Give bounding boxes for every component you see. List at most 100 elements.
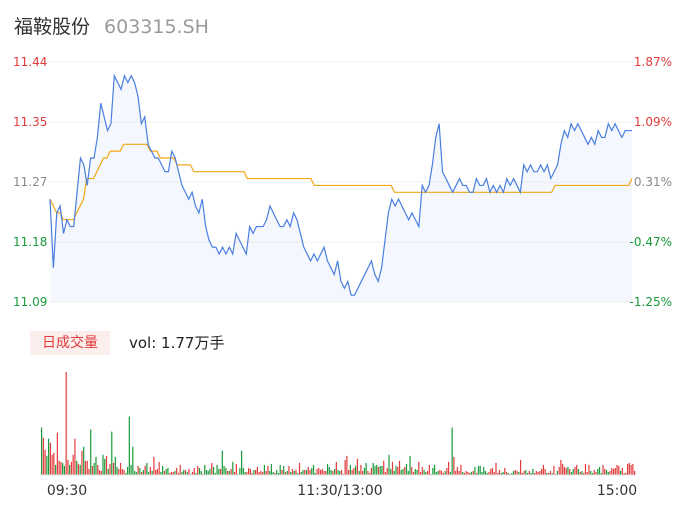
volume-bar <box>439 469 441 475</box>
percent-axis-right: 1.87% 1.09% 0.31% -0.47% -1.25% <box>630 55 672 309</box>
volume-bar <box>584 463 587 475</box>
price-tick-label: 11.44 <box>13 55 47 69</box>
volume-bar <box>512 470 515 475</box>
volume-bar <box>328 466 330 475</box>
volume-bar <box>621 467 623 475</box>
volume-bar <box>172 471 174 475</box>
volume-bar <box>93 462 95 475</box>
volume-bar <box>197 465 199 475</box>
volume-bar <box>549 470 551 475</box>
volume-bar <box>128 416 130 475</box>
volume-bar <box>109 463 111 475</box>
volume-bar <box>460 464 462 475</box>
volume-bar <box>509 473 511 475</box>
volume-bar <box>555 473 557 475</box>
volume-bar <box>379 465 381 475</box>
volume-bar <box>560 459 562 475</box>
volume-bar <box>500 472 502 475</box>
volume-bar <box>628 462 630 475</box>
volume-bar <box>367 470 369 475</box>
volume-bar <box>514 469 516 475</box>
volume-bar <box>298 462 301 475</box>
volume-bar <box>56 432 58 475</box>
volume-bar <box>269 470 271 475</box>
volume-bar <box>149 466 151 475</box>
volume-bar <box>191 471 194 475</box>
volume-bar <box>232 461 234 475</box>
volume-bar <box>53 452 55 475</box>
volume-bar <box>483 466 485 475</box>
volume-bar <box>188 468 190 475</box>
volume-bar <box>83 446 85 475</box>
percent-tick-label: -0.47% <box>630 235 672 249</box>
volume-bar <box>523 470 525 475</box>
volume-bar <box>79 464 81 475</box>
volume-bar <box>476 472 478 475</box>
percent-tick-label: 1.87% <box>634 55 672 69</box>
volume-bar <box>253 469 255 475</box>
volume-bar <box>276 469 278 475</box>
volume-bar <box>305 469 308 475</box>
volume-bar <box>193 467 195 475</box>
volume-bar <box>511 472 513 475</box>
volume-bar <box>90 429 92 475</box>
volume-bar <box>353 467 355 475</box>
volume-bar <box>163 470 166 475</box>
volume-bar <box>126 466 129 475</box>
volume-bar <box>426 470 429 475</box>
volume-bar <box>65 372 67 475</box>
volume-bar <box>532 468 534 475</box>
volume-bar <box>216 464 218 475</box>
volume-bar <box>481 471 483 475</box>
volume-bar <box>425 471 427 475</box>
volume-bar <box>249 468 251 475</box>
volume-bar <box>356 458 358 475</box>
volume-bar <box>297 472 299 475</box>
volume-bar <box>77 463 80 475</box>
volume-bar <box>314 472 316 475</box>
volume-bar <box>348 469 350 475</box>
volume-bar <box>412 471 415 475</box>
volume-bar <box>177 472 180 475</box>
volume-bar <box>404 466 406 475</box>
volume-bar <box>204 464 206 475</box>
volume-bar <box>309 469 311 475</box>
price-axis-left: 11.44 11.35 11.27 11.18 11.09 <box>13 55 47 309</box>
volume-bar <box>351 469 353 475</box>
volume-bar <box>570 471 573 475</box>
chart-header: 福鞍股份 603315.SH <box>14 12 209 40</box>
volume-bar <box>256 466 258 475</box>
volume-bar <box>84 460 87 475</box>
volume-bar <box>174 470 176 475</box>
volume-bar <box>442 472 444 475</box>
volume-bar <box>342 473 344 475</box>
volume-bar <box>332 470 334 475</box>
volume-bar <box>118 468 120 475</box>
volume-bar <box>277 472 280 475</box>
volume-bar <box>344 459 346 475</box>
volume-bar <box>46 455 48 475</box>
volume-bar <box>576 464 578 475</box>
volume-bar <box>541 468 543 475</box>
volume-bar <box>76 460 78 475</box>
volume-bar <box>284 471 287 475</box>
volume-bar <box>360 464 362 475</box>
volume-bar <box>319 469 322 475</box>
volume-bar <box>41 427 43 475</box>
volume-bar <box>423 469 425 475</box>
volume-bar <box>458 470 460 475</box>
volume-bar <box>81 450 83 475</box>
volume-bar <box>225 467 227 475</box>
volume-bar <box>548 472 550 475</box>
volume-bar <box>493 471 495 475</box>
volume-bar <box>86 460 88 475</box>
volume-bar <box>405 463 408 475</box>
volume-bar <box>69 464 71 475</box>
volume-bar <box>62 462 64 475</box>
volume-tab[interactable]: 日成交量 <box>30 331 110 355</box>
volume-bar <box>346 455 348 475</box>
volume-bar <box>407 470 409 475</box>
volume-bar <box>565 467 567 475</box>
volume-bar <box>72 454 74 475</box>
volume-bar <box>607 471 609 475</box>
